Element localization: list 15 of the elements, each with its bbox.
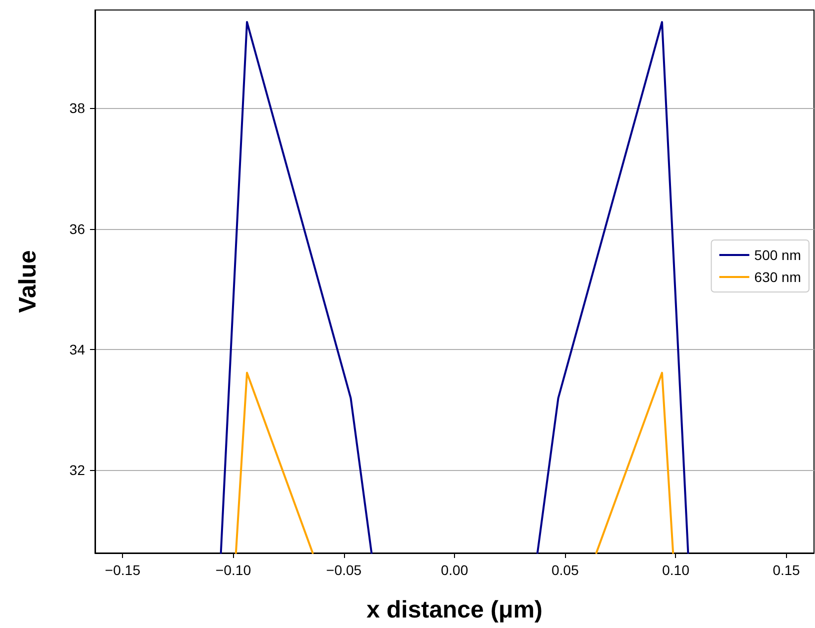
x-tick-label: 0.00 [440, 562, 468, 578]
x-tick-label: −0.05 [326, 562, 362, 578]
y-tick-label: 32 [69, 462, 86, 478]
x-tick-label: −0.10 [216, 562, 252, 578]
y-tick-label: 38 [69, 100, 86, 116]
x-tick-label: 0.15 [772, 562, 800, 578]
legend-label: 500 nm [754, 247, 802, 263]
y-tick-label: 36 [69, 220, 86, 237]
x-tick-label: 0.10 [662, 562, 690, 578]
x-tick-label: −0.15 [104, 562, 141, 578]
legend-label: 630 nm [754, 269, 802, 285]
y-tick-label: 34 [69, 341, 86, 358]
x-tick-label: 0.05 [551, 562, 579, 578]
x-axis-title: x distance (μm) [366, 596, 543, 624]
y-axis-title: Value [14, 250, 42, 313]
